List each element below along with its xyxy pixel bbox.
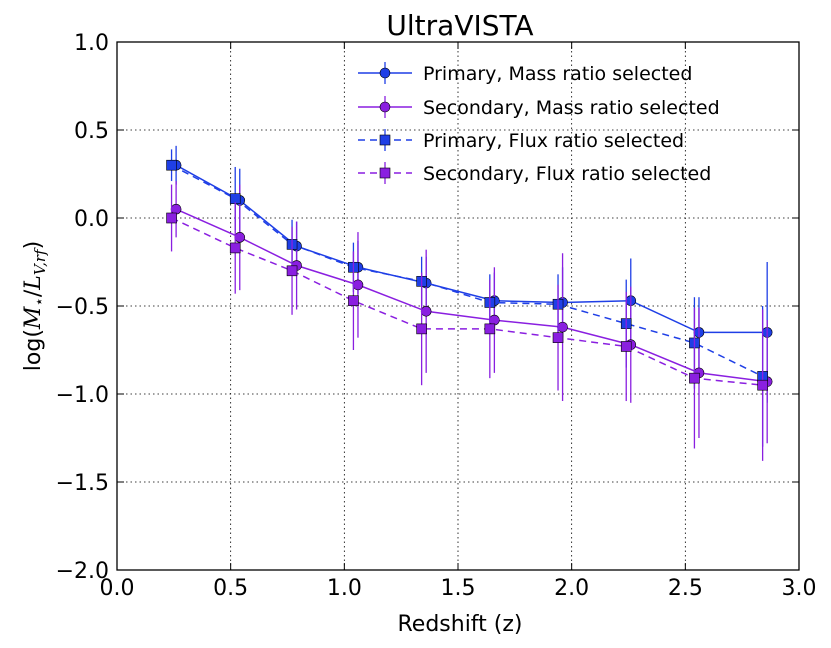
data-point [416,323,427,335]
data-point [620,341,632,352]
series-line [171,164,763,378]
chart-title: UltraVISTA [386,9,533,42]
legend-marker [379,67,391,79]
plot-frame [116,41,800,571]
data-point [229,242,241,254]
x-tick-label: 1.5 [441,576,476,601]
data-point [557,321,568,333]
y-label-l: L [21,275,46,291]
y-axis-label: log(M⋆/LV,rf) [21,241,49,371]
y-tick-label: −2.0 [56,559,109,584]
y-tick-label: 0.0 [74,207,109,232]
grid [116,41,800,571]
y-tick-label: 1.0 [74,31,109,56]
series-4 [166,184,768,461]
x-tick-label: 0.0 [100,576,135,601]
data-point [348,295,359,307]
series-3 [166,149,768,447]
data-point [420,305,432,317]
series-line [175,208,768,383]
legend-label: Primary, Flux ratio selected [423,130,684,152]
data-point [489,314,500,326]
legend-marker [379,134,391,146]
y-tick-label: −1.0 [56,383,109,408]
legend: Primary, Mass ratio selected Secondary, M… [358,62,720,185]
y-label-star: ⋆ [30,297,48,306]
series-line [171,217,763,386]
x-tick-label: 2.5 [668,576,703,601]
data-point [286,265,298,277]
data-point [552,332,564,343]
data-point [166,159,177,171]
data-point [689,372,700,384]
y-tick-label: −0.5 [56,295,109,320]
y-label-m: M [21,306,46,330]
series-line [175,164,768,334]
legend-label: Secondary, Flux ratio selected [423,163,711,185]
data-point [352,279,364,291]
ticks [116,41,800,571]
y-tick-label: −1.5 [56,471,109,496]
x-axis-label: Redshift (z) [397,612,522,637]
data-point [234,232,246,243]
legend-marker [379,167,391,179]
data-point [757,379,768,391]
legend-label: Secondary, Mass ratio selected [423,97,720,119]
data-point [166,212,177,224]
y-label-slash: / [21,289,46,297]
y-label-prefix: log( [21,329,46,371]
x-tick-label: 0.5 [213,576,248,601]
data-point [484,323,496,335]
series-2 [170,181,773,444]
y-tick-label: 0.5 [74,119,109,144]
legend-marker [379,101,391,113]
plot-area [166,145,773,461]
y-label-suffix: ) [21,241,46,250]
legend-label: Primary, Mass ratio selected [423,63,692,85]
x-tick-label: 3.0 [782,576,817,601]
x-tick-label: 1.0 [327,576,362,601]
x-tick-label: 2.0 [554,576,589,601]
y-label-sub: V,rf [31,247,49,275]
tick-labels: 0.0 0.5 1.0 1.5 2.0 2.5 3.0 1.0 0.5 0.0 −0.5 −1.0 −1… [56,31,817,601]
data-point [170,203,182,215]
data-point [229,193,241,204]
